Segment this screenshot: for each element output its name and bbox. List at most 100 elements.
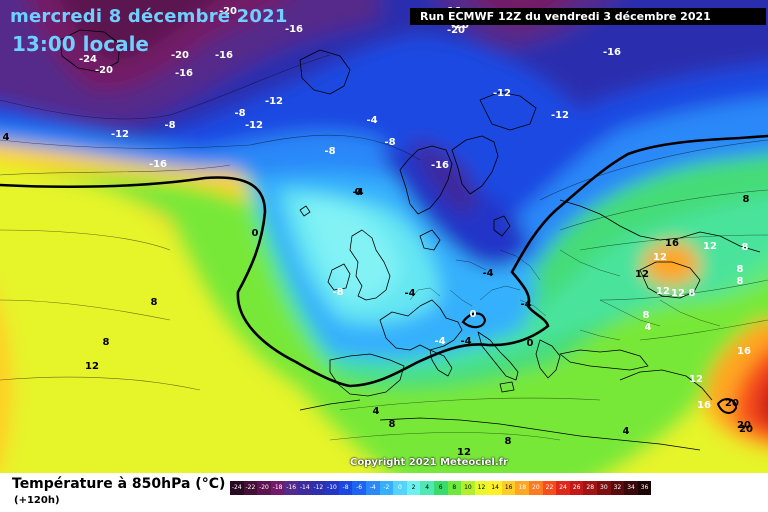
isotherm-label: 4	[623, 426, 630, 437]
legend-cell: 36	[637, 481, 652, 495]
legend-label: 36	[640, 484, 649, 491]
contour-lines	[0, 54, 768, 441]
isotherm-label: 20	[737, 420, 751, 431]
legend-label: -14	[299, 484, 310, 491]
isotherm-label: -20	[171, 50, 189, 61]
legend-label: 8	[452, 484, 457, 491]
isotherm-label: -12	[265, 96, 283, 107]
isotherm-label: 4	[373, 406, 380, 417]
isotherm-label: -12	[493, 88, 511, 99]
model-run-banner: Run ECMWF 12Z du vendredi 3 décembre 202…	[410, 8, 766, 25]
legend-label: -24	[231, 484, 242, 491]
legend-label: 2	[411, 484, 416, 491]
isotherm-label: -4	[482, 268, 493, 279]
isotherm-label: -20	[95, 65, 113, 76]
legend-cell: -22	[243, 481, 258, 495]
isotherm-label: 8	[742, 242, 749, 253]
isotherm-label: -8	[324, 146, 335, 157]
isotherm-label: -16	[431, 160, 449, 171]
isotherm-label: -8	[384, 137, 395, 148]
isotherm-label: -12	[111, 129, 129, 140]
isotherm-label: 0	[355, 187, 362, 198]
isotherm-label: -4	[520, 299, 531, 310]
isotherm-label: -8	[234, 108, 245, 119]
legend-label: 10	[464, 484, 472, 491]
legend-label: 28	[586, 484, 595, 491]
isotherm-label: -20	[219, 6, 237, 17]
legend-label: 30	[600, 484, 608, 491]
isotherm-label: 20	[739, 424, 753, 435]
legend-cell: -24	[230, 481, 244, 495]
isotherm-label: 8	[737, 276, 744, 287]
isotherm-label: -20	[447, 25, 465, 36]
isotherm-label: 20	[725, 398, 739, 409]
isotherm-label: 4	[645, 322, 652, 333]
isotherm-label: 12	[635, 269, 649, 280]
legend-label: -12	[313, 484, 324, 491]
legend-label: 26	[572, 484, 581, 491]
isotherm-label: -4	[366, 115, 377, 126]
isotherm-label: 12	[457, 447, 471, 458]
legend-cell: 18	[515, 481, 530, 495]
isotherm-label: 12	[85, 361, 99, 372]
legend-cell: 20	[529, 481, 543, 495]
legend-cell: 6	[433, 481, 448, 495]
legend-cell: -12	[311, 481, 326, 495]
legend-cell: -10	[325, 481, 339, 495]
forecast-time-title: 13:00 locale	[12, 32, 149, 56]
legend-cell: -18	[270, 481, 285, 495]
isotherm-label: 16	[665, 238, 679, 249]
legend-label: 22	[545, 484, 554, 491]
isotherm-label: 8	[103, 337, 110, 348]
legend-cell: 32	[610, 481, 625, 495]
zero-isotherm-line	[0, 134, 768, 388]
legend-label: -8	[342, 484, 349, 491]
legend-label: -10	[327, 484, 337, 491]
isotherm-label: -4	[352, 187, 363, 198]
legend-cell: 2	[406, 481, 421, 495]
isotherm-label: -16	[603, 47, 621, 58]
isotherm-label: 12	[653, 252, 667, 263]
legend-cell: 0	[393, 481, 407, 495]
isotherm-label: -12	[551, 110, 569, 121]
legend-label: 14	[491, 484, 499, 491]
isotherm-label: 4	[3, 132, 10, 143]
legend-label: -6	[356, 484, 363, 491]
legend-label: 18	[518, 484, 527, 491]
legend-cell: -14	[297, 481, 312, 495]
legend-cell: 14	[488, 481, 502, 495]
isotherm-label: 16	[737, 346, 751, 357]
legend-cell: 10	[461, 481, 475, 495]
legend-cell: -6	[352, 481, 366, 495]
lead-time: (+120h)	[14, 495, 60, 506]
legend-cell: 16	[501, 481, 516, 495]
isotherm-label: 8	[643, 310, 650, 321]
isotherm-label: -8	[332, 287, 343, 298]
legend-cell: -2	[379, 481, 394, 495]
legend-label: -4	[369, 484, 376, 491]
coastlines	[59, 29, 761, 451]
forecast-date-title: mercredi 8 décembre 2021	[10, 6, 288, 27]
legend-label: -18	[272, 484, 283, 491]
legend-cell: 22	[542, 481, 557, 495]
isotherm-label: 8	[505, 436, 512, 447]
twenty-isotherm-loop	[716, 398, 738, 414]
legend-cell: 34	[624, 481, 638, 495]
legend-cell: -8	[338, 481, 353, 495]
isotherm-label: 16	[697, 400, 711, 411]
isotherm-label: 12	[671, 288, 685, 299]
isotherm-label: -16	[149, 159, 167, 170]
legend-label: -20	[259, 484, 269, 491]
isotherm-label: 0	[252, 228, 259, 239]
isotherm-label: 8	[151, 297, 158, 308]
isotherm-label: 8	[689, 288, 696, 299]
legend-cell: -16	[284, 481, 298, 495]
legend-cell: 12	[474, 481, 489, 495]
temperature-field	[0, 0, 768, 473]
legend-cell: 26	[569, 481, 584, 495]
legend-cell: 30	[597, 481, 611, 495]
legend-label: 16	[504, 484, 513, 491]
isotherm-label: -24	[79, 54, 97, 65]
isotherm-label: -16	[215, 50, 233, 61]
